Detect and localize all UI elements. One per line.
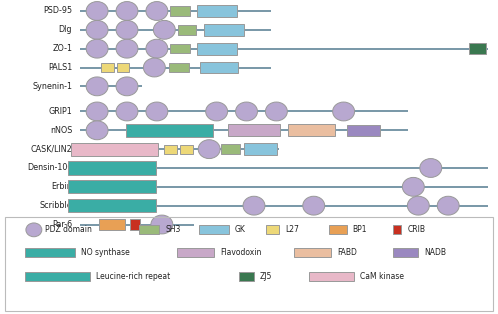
FancyBboxPatch shape xyxy=(309,272,354,281)
FancyBboxPatch shape xyxy=(25,272,90,281)
FancyBboxPatch shape xyxy=(71,143,158,156)
FancyBboxPatch shape xyxy=(469,43,486,54)
FancyBboxPatch shape xyxy=(101,63,114,72)
Ellipse shape xyxy=(437,196,459,215)
FancyBboxPatch shape xyxy=(170,6,190,16)
Ellipse shape xyxy=(333,102,355,121)
Ellipse shape xyxy=(86,2,108,20)
Ellipse shape xyxy=(402,177,424,196)
FancyBboxPatch shape xyxy=(393,225,401,234)
FancyBboxPatch shape xyxy=(294,248,331,257)
Bar xyxy=(5,217,493,311)
Text: PALS1: PALS1 xyxy=(48,63,72,72)
FancyBboxPatch shape xyxy=(164,145,177,154)
FancyBboxPatch shape xyxy=(244,143,277,155)
FancyBboxPatch shape xyxy=(117,63,129,72)
FancyBboxPatch shape xyxy=(288,124,335,136)
FancyBboxPatch shape xyxy=(329,225,347,234)
Text: Flavodoxin: Flavodoxin xyxy=(220,248,261,257)
Ellipse shape xyxy=(143,58,165,77)
FancyBboxPatch shape xyxy=(69,199,156,212)
Ellipse shape xyxy=(116,77,138,96)
Ellipse shape xyxy=(116,39,138,58)
Ellipse shape xyxy=(146,102,168,121)
Ellipse shape xyxy=(116,102,138,121)
Text: NADB: NADB xyxy=(424,248,446,257)
FancyBboxPatch shape xyxy=(200,62,238,73)
Ellipse shape xyxy=(420,159,442,177)
FancyBboxPatch shape xyxy=(197,43,237,55)
FancyBboxPatch shape xyxy=(266,225,279,234)
Text: PDZ domain: PDZ domain xyxy=(45,225,92,234)
FancyBboxPatch shape xyxy=(221,144,240,154)
Ellipse shape xyxy=(407,196,429,215)
Ellipse shape xyxy=(86,102,108,121)
Text: ZJ5: ZJ5 xyxy=(260,272,272,281)
Text: CRIB: CRIB xyxy=(407,225,425,234)
Ellipse shape xyxy=(86,39,108,58)
FancyBboxPatch shape xyxy=(204,24,244,36)
FancyBboxPatch shape xyxy=(180,145,193,154)
FancyBboxPatch shape xyxy=(197,5,237,17)
FancyBboxPatch shape xyxy=(130,219,140,230)
Text: NO synthase: NO synthase xyxy=(81,248,129,257)
Ellipse shape xyxy=(303,196,325,215)
Text: GRIP1: GRIP1 xyxy=(48,107,72,116)
Ellipse shape xyxy=(86,121,108,140)
FancyBboxPatch shape xyxy=(69,180,156,193)
Ellipse shape xyxy=(116,2,138,20)
Ellipse shape xyxy=(146,2,168,20)
Ellipse shape xyxy=(86,77,108,96)
Ellipse shape xyxy=(198,140,220,159)
Text: GK: GK xyxy=(235,225,246,234)
FancyBboxPatch shape xyxy=(126,124,213,137)
Text: FABD: FABD xyxy=(337,248,357,257)
Ellipse shape xyxy=(153,20,175,39)
FancyBboxPatch shape xyxy=(178,25,196,35)
Ellipse shape xyxy=(86,20,108,39)
FancyBboxPatch shape xyxy=(170,44,190,53)
FancyBboxPatch shape xyxy=(139,225,159,234)
Text: CASK/LIN2: CASK/LIN2 xyxy=(30,145,72,154)
FancyBboxPatch shape xyxy=(25,248,75,257)
Text: BP1: BP1 xyxy=(353,225,367,234)
Text: nNOS: nNOS xyxy=(50,126,72,135)
FancyBboxPatch shape xyxy=(393,248,418,257)
FancyBboxPatch shape xyxy=(347,125,380,136)
Ellipse shape xyxy=(116,20,138,39)
FancyBboxPatch shape xyxy=(199,225,229,234)
Text: Par-6: Par-6 xyxy=(52,220,72,229)
FancyBboxPatch shape xyxy=(228,124,280,136)
Text: Scribble: Scribble xyxy=(39,201,72,210)
Text: ZO-1: ZO-1 xyxy=(52,44,72,53)
Text: Leucine-rich repeat: Leucine-rich repeat xyxy=(96,272,170,281)
Text: PSD-95: PSD-95 xyxy=(43,7,72,15)
FancyBboxPatch shape xyxy=(99,219,125,230)
FancyBboxPatch shape xyxy=(239,272,254,281)
Text: Erbin: Erbin xyxy=(51,182,72,191)
Text: Synenin-1: Synenin-1 xyxy=(32,82,72,91)
FancyBboxPatch shape xyxy=(177,248,214,257)
Text: Densin-100: Densin-100 xyxy=(27,164,72,172)
Ellipse shape xyxy=(206,102,228,121)
Text: L27: L27 xyxy=(285,225,299,234)
Text: SH3: SH3 xyxy=(165,225,181,234)
Ellipse shape xyxy=(151,215,173,234)
FancyBboxPatch shape xyxy=(69,161,156,175)
Ellipse shape xyxy=(236,102,257,121)
Ellipse shape xyxy=(243,196,265,215)
Ellipse shape xyxy=(265,102,287,121)
Text: CaM kinase: CaM kinase xyxy=(360,272,403,281)
FancyBboxPatch shape xyxy=(169,63,189,72)
Ellipse shape xyxy=(146,39,168,58)
Text: Dlg: Dlg xyxy=(59,25,72,34)
Ellipse shape xyxy=(26,223,42,237)
